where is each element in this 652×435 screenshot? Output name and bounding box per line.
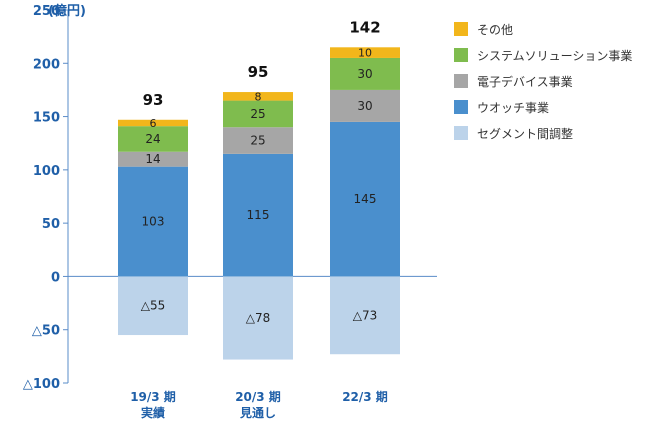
bar-segment <box>118 126 188 152</box>
bar-segment <box>330 47 400 58</box>
data-label: 25 <box>250 107 265 121</box>
bar-segment <box>330 57 400 90</box>
data-label: 25 <box>250 134 265 148</box>
y-unit-label: (億円) <box>48 3 86 19</box>
legend: その他システムソリューション事業 電子デバイス事業 ウオッチ事業セグメント間調整 <box>454 16 632 146</box>
data-label: 145 <box>354 192 377 206</box>
bar-segment <box>223 153 293 277</box>
legend-item: その他 <box>454 16 632 42</box>
x-category-label: 実績 <box>141 405 165 420</box>
legend-label: 電子デバイス事業 <box>477 74 573 89</box>
y-tick-label: 150 <box>33 111 60 126</box>
data-label: 103 <box>142 215 165 229</box>
x-category-label: 22/3 期 <box>342 389 388 404</box>
bar-segment <box>118 119 188 127</box>
bar-segment <box>223 92 293 101</box>
bar-segment <box>223 127 293 154</box>
x-category-label: 20/3 期 <box>235 389 281 404</box>
data-label: 30 <box>357 99 372 113</box>
legend-label: セグメント間調整 <box>477 126 574 141</box>
legend-swatch <box>454 48 468 62</box>
y-tick-label: 100 <box>33 164 60 179</box>
data-label: 6 <box>150 117 157 130</box>
bar-segment <box>118 151 188 167</box>
data-label: 30 <box>357 67 372 81</box>
legend-swatch <box>454 100 468 114</box>
bar-segment <box>330 89 400 122</box>
legend-swatch <box>454 22 468 36</box>
data-label: △55 <box>141 299 166 313</box>
bar-segment <box>223 276 293 360</box>
data-label: △73 <box>353 308 378 322</box>
x-category-label: 19/3 期 <box>130 389 176 404</box>
data-label: 115 <box>247 208 270 222</box>
legend-label: その他 <box>477 22 514 37</box>
legend-swatch <box>454 74 468 88</box>
y-tick-label: 0 <box>51 270 60 285</box>
data-label: 10 <box>358 47 372 60</box>
y-tick-label: 50 <box>42 217 60 232</box>
legend-label: ウオッチ事業 <box>477 100 550 115</box>
y-tick-label: △100 <box>23 377 60 392</box>
legend-item: システムソリューション事業 <box>454 42 632 68</box>
total-label: 93 <box>143 91 164 109</box>
bar-segment <box>223 100 293 128</box>
legend-item: 電子デバイス事業 <box>454 68 632 94</box>
x-category-label: 見通し <box>239 405 276 420</box>
data-label: 24 <box>145 132 160 146</box>
y-tick-label: △50 <box>32 324 60 339</box>
y-tick-label: 200 <box>33 57 60 72</box>
y-tick-label: 250 <box>33 4 60 19</box>
total-label: 142 <box>349 18 380 36</box>
bar-segment <box>118 166 188 277</box>
bar-segment <box>118 276 188 336</box>
data-label: △78 <box>246 311 271 325</box>
total-label: 95 <box>248 63 269 81</box>
legend-item: セグメント間調整 <box>454 120 632 146</box>
data-label: 14 <box>145 152 160 166</box>
legend-swatch <box>454 126 468 140</box>
bar-segment <box>330 121 400 277</box>
legend-label: システムソリューション事業 <box>477 48 633 63</box>
legend-item: ウオッチ事業 <box>454 94 632 120</box>
data-label: 8 <box>255 90 262 103</box>
bar-segment <box>330 276 400 355</box>
